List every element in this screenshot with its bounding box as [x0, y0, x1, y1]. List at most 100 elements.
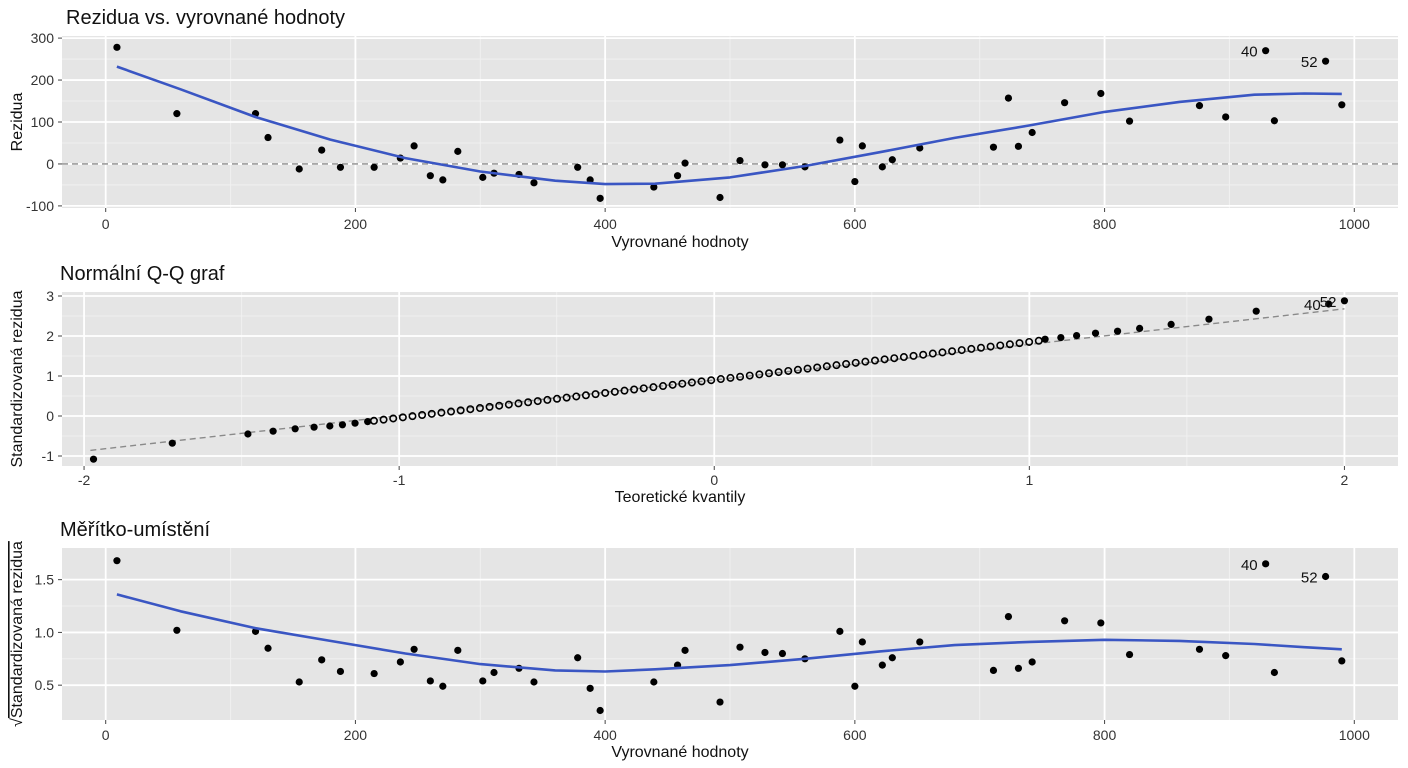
- qq-point: [1025, 337, 1034, 346]
- qq-point: [755, 370, 764, 379]
- data-point: [530, 179, 538, 187]
- data-point: [1338, 101, 1346, 109]
- x-tick-label: 400: [593, 216, 617, 232]
- data-point: [490, 668, 498, 677]
- qq-point: [437, 408, 446, 417]
- qq-point: [610, 387, 619, 396]
- qq-point: [408, 412, 417, 421]
- data-point: [1321, 57, 1330, 65]
- data-point: [1270, 117, 1278, 125]
- data-point: [1113, 327, 1122, 335]
- y-tick-label: -100: [26, 198, 54, 214]
- qq-point: [803, 364, 812, 373]
- point-annotation: 40: [1241, 557, 1258, 574]
- y-tick-label: 100: [31, 114, 55, 130]
- data-point: [1091, 329, 1100, 337]
- data-point: [888, 654, 896, 662]
- qq-point: [601, 388, 610, 397]
- qq-point: [495, 401, 504, 410]
- qq-point: [591, 390, 600, 399]
- data-point: [1195, 102, 1204, 110]
- normal-qq-chart: -2 -1 0 1 2 -1 0 1 2 3 40 52 Normální Q-Q graf Teoret…: [9, 263, 1398, 506]
- qq-point: [697, 377, 706, 386]
- data-point: [479, 173, 487, 181]
- data-point: [736, 156, 744, 165]
- data-point: [989, 143, 998, 151]
- data-point: [1028, 128, 1036, 137]
- qq-point: [784, 366, 793, 375]
- data-point: [173, 110, 181, 118]
- qq-point: [899, 353, 908, 362]
- qq-point: [543, 395, 552, 404]
- qq-point: [581, 391, 590, 400]
- data-point: [326, 422, 334, 430]
- data-point: [1321, 572, 1330, 581]
- qq-point: [678, 379, 687, 388]
- data-point: [1325, 300, 1333, 308]
- qq-point: [687, 378, 696, 387]
- qq-point: [909, 351, 918, 360]
- data-point: [1262, 47, 1270, 55]
- data-point: [310, 423, 318, 431]
- data-point: [851, 177, 859, 186]
- data-point: [1136, 324, 1144, 332]
- data-point: [1028, 658, 1036, 666]
- data-point: [1041, 335, 1049, 343]
- qq-point: [524, 398, 533, 407]
- data-point: [858, 142, 866, 150]
- qq-point: [822, 362, 831, 371]
- data-point: [736, 643, 744, 651]
- qq-point: [745, 371, 754, 380]
- x-tick-label: 0: [102, 216, 110, 232]
- scale-location-chart: 0 200 400 600 800 1000 0.5 1.0 1.5 40 52 Měřítko-um…: [9, 519, 1398, 761]
- y-axis-title: Rezidua: [9, 93, 26, 152]
- qq-point: [1005, 340, 1014, 349]
- x-tick-label: 600: [843, 727, 867, 743]
- x-tick-label: 0: [710, 472, 718, 488]
- qq-point: [620, 386, 629, 395]
- qq-point: [726, 373, 735, 382]
- data-point: [574, 654, 582, 662]
- data-point: [778, 649, 787, 658]
- qq-point: [389, 414, 398, 423]
- data-point: [596, 706, 604, 715]
- qq-point: [842, 359, 851, 368]
- data-point: [1222, 113, 1230, 121]
- data-point: [264, 133, 272, 142]
- data-point: [426, 172, 434, 180]
- data-point: [596, 194, 604, 202]
- data-point: [574, 163, 582, 171]
- point-annotation: 52: [1320, 294, 1337, 311]
- data-point: [291, 425, 299, 433]
- data-point: [1014, 142, 1023, 150]
- data-point: [318, 656, 326, 664]
- qq-point: [996, 341, 1005, 350]
- qq-point: [813, 363, 822, 372]
- qq-point: [928, 349, 937, 358]
- qq-point: [649, 383, 658, 392]
- data-point: [1252, 307, 1260, 315]
- qq-point: [562, 393, 571, 402]
- data-point: [1004, 94, 1013, 102]
- y-tick-label: 1.5: [35, 572, 55, 588]
- data-point: [1097, 619, 1105, 627]
- qq-point: [504, 400, 513, 409]
- y-axis-title-text: Standardizovaná rezidua: [9, 541, 26, 718]
- data-point: [410, 645, 418, 653]
- data-point: [410, 142, 418, 150]
- data-point: [1125, 117, 1134, 125]
- data-point: [836, 627, 844, 635]
- data-point: [650, 183, 658, 191]
- data-point: [1205, 315, 1213, 323]
- x-axis-title: Vyrovnané hodnoty: [611, 234, 748, 251]
- chart-title: Normální Q-Q graf: [60, 263, 225, 285]
- data-point: [673, 172, 682, 180]
- y-tick-label: 1: [46, 368, 54, 384]
- chart-title: Rezidua vs. vyrovnané hodnoty: [66, 7, 345, 29]
- x-tick-label: 800: [1093, 727, 1117, 743]
- data-point: [1004, 612, 1013, 621]
- data-point: [173, 626, 181, 634]
- point-annotation: 40: [1304, 297, 1321, 314]
- data-point: [479, 677, 487, 685]
- qq-point: [456, 406, 465, 415]
